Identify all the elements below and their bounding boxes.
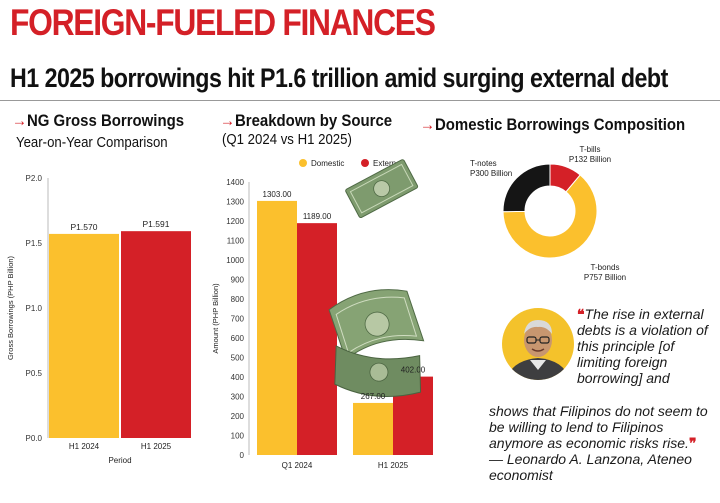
y-tick-label: 1100	[227, 237, 245, 246]
bar	[49, 233, 119, 438]
chart2-title-block: →Breakdown by Source	[220, 111, 392, 131]
banknote-icon	[345, 159, 419, 219]
y-tick-label: 600	[231, 334, 245, 343]
chart2-breakdown-by-source: Domestic External 0 100 200 300 400 500 600 700 80…	[211, 159, 433, 470]
x-tick-label: H1 2025	[141, 442, 172, 451]
slice-label: T-bills	[580, 145, 601, 154]
y-axis-label: Amount (PHP Billion)	[211, 283, 220, 354]
slice-label: P757 Billion	[584, 273, 626, 282]
y-tick-label: 1000	[226, 256, 244, 265]
bar-data-label: P1.591	[143, 219, 170, 229]
banknote-icon	[328, 289, 425, 361]
bar	[121, 231, 191, 438]
arrow-right-icon: →	[420, 115, 435, 134]
x-tick-label: H1 2025	[378, 461, 409, 470]
bar-data-label: 267.00	[361, 392, 386, 401]
legend-label: External	[373, 159, 403, 168]
legend-swatch	[361, 159, 369, 167]
quote-part1: The rise in external debts is a violatio…	[577, 306, 708, 386]
y-tick-label: 100	[231, 432, 245, 441]
y-tick-label: P2.0	[26, 174, 43, 183]
y-tick-label: P0.0	[26, 434, 43, 443]
banknote-icon	[334, 345, 422, 397]
chart3-title: Domestic Borrowings Composition	[434, 115, 686, 134]
quote-attribution: — Leonardo A. Lanzona, Ateneo economist	[489, 451, 692, 483]
y-tick-label: 900	[231, 276, 245, 285]
main-title: FOREIGN-FUELED FINANCES	[10, 2, 436, 43]
chart1-gross-borrowings: P0.0 P0.5 P1.0 P1.5 P2.0 P1.570 H1 2024 P1.591 H…	[6, 174, 191, 465]
open-quote-icon: ❝	[577, 306, 585, 322]
y-tick-label: 1400	[226, 178, 244, 187]
y-tick-label: 500	[231, 354, 245, 363]
y-tick-label: P0.5	[26, 369, 43, 378]
chart1-title-block: →NG Gross Borrowings	[12, 111, 184, 131]
legend-label: Domestic	[311, 159, 344, 168]
y-tick-label: 800	[231, 295, 245, 304]
y-tick-label: 0	[240, 451, 245, 460]
slice-label: T-bonds	[591, 263, 620, 272]
quote-text-part2: shows that Filipinos do not seem to be w…	[489, 403, 719, 451]
x-tick-label: Q1 2024	[282, 461, 313, 470]
x-axis-label: Period	[108, 456, 131, 465]
y-tick-label: 300	[231, 393, 245, 402]
slice-label: T-notes	[470, 159, 497, 168]
y-tick-label: P1.0	[26, 304, 43, 313]
y-tick-label: 200	[231, 412, 245, 421]
header-divider	[0, 100, 720, 101]
chart2-subtitle: (Q1 2024 vs H1 2025)	[222, 131, 352, 148]
bar	[257, 200, 297, 455]
donut-slice	[502, 174, 598, 259]
bar-data-label: P1.570	[71, 222, 98, 232]
avatar	[502, 308, 574, 380]
slice-label: P132 Billion	[569, 155, 611, 164]
bar-data-label: 402.00	[401, 366, 426, 375]
legend-swatch	[299, 159, 307, 167]
donut-slice	[502, 163, 551, 213]
y-tick-label: 700	[231, 315, 245, 324]
y-tick-label: 1300	[226, 198, 244, 207]
chart3-title-block: →Domestic Borrowings Composition	[420, 115, 685, 135]
chart1-subtitle: Year-on-Year Comparison	[16, 134, 168, 151]
headline-subtitle: H1 2025 borrowings hit P1.6 trillion ami…	[10, 63, 668, 93]
y-tick-label: P1.5	[26, 239, 43, 248]
close-quote-icon: ❞	[688, 435, 697, 451]
bar	[353, 402, 393, 455]
slice-label: P300 Billion	[470, 169, 512, 178]
chart2-title: Breakdown by Source	[234, 111, 393, 130]
bar	[297, 223, 337, 455]
y-tick-label: 400	[231, 373, 245, 382]
bar-data-label: 1303.00	[263, 190, 292, 199]
y-axis-label: Gross Borrowings (PHP Billion)	[6, 255, 15, 360]
bar-data-label: 1189.00	[303, 212, 332, 221]
arrow-right-icon: →	[12, 111, 27, 130]
chart1-title: NG Gross Borrowings	[26, 111, 185, 130]
arrow-right-icon: →	[220, 111, 235, 130]
quote-text-part1: ❝The rise in external debts is a violati…	[577, 306, 717, 386]
x-tick-label: H1 2024	[69, 442, 100, 451]
quote-part2: shows that Filipinos do not seem to be w…	[489, 403, 708, 451]
y-tick-label: 1200	[226, 217, 244, 226]
